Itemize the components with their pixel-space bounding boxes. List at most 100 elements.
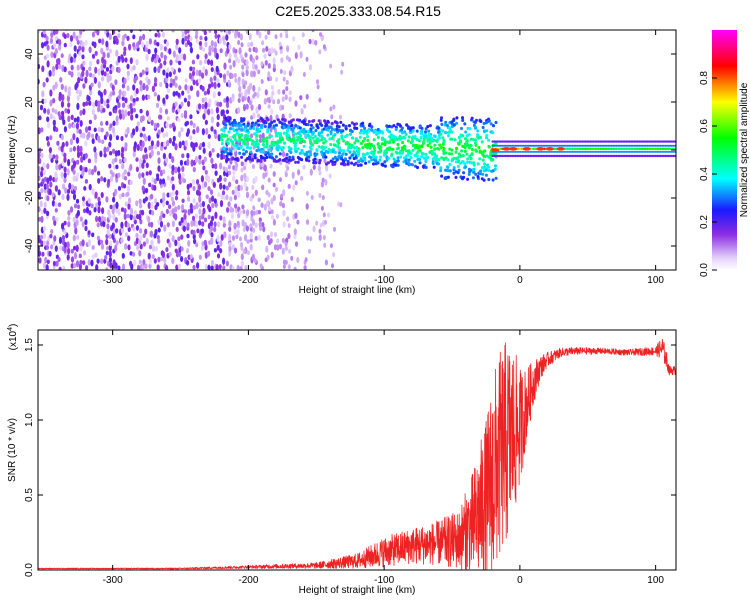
spectrogram-cell bbox=[262, 47, 266, 53]
spectrogram-cell bbox=[281, 117, 285, 121]
spectrogram-cell bbox=[305, 56, 309, 62]
spectrogram-cell bbox=[178, 47, 182, 54]
spectrogram-cell bbox=[308, 38, 312, 45]
spectrogram-cell bbox=[524, 144, 527, 147]
spectrogram-cell bbox=[365, 152, 369, 156]
spectrogram-cell bbox=[178, 141, 182, 149]
spectrogram-cell bbox=[171, 220, 175, 228]
spectrogram-cell bbox=[318, 234, 322, 241]
spectrogram-cell bbox=[111, 84, 115, 92]
spectrogram-cell bbox=[169, 123, 173, 129]
spectrogram-cell bbox=[49, 181, 53, 188]
spectrogram-cell bbox=[227, 79, 231, 85]
spectrogram-cell bbox=[330, 127, 334, 131]
spectrogram-cell bbox=[437, 158, 441, 162]
snr-panel: -300 -200 -100 0 100 0.00.51.01.5 Height of … bbox=[7, 324, 677, 596]
spectrogram-cell bbox=[42, 262, 47, 269]
spectrogram-cell bbox=[333, 133, 337, 137]
spectrogram-cell bbox=[78, 45, 82, 51]
spectrogram-cell bbox=[196, 262, 200, 269]
spectrogram-cell bbox=[60, 134, 64, 141]
spectrogram-cell bbox=[631, 140, 634, 143]
spectrogram-cell bbox=[344, 127, 348, 131]
spectrogram-cell bbox=[400, 126, 404, 130]
spectrogram-cell bbox=[136, 121, 140, 127]
spectrogram-cell bbox=[219, 30, 224, 33]
spectrogram-cell bbox=[194, 34, 198, 40]
spectrogram-cell bbox=[117, 186, 122, 191]
spectrogram-cell bbox=[147, 48, 151, 55]
spectrogram-cell bbox=[265, 139, 269, 143]
spectrogram-cell bbox=[207, 186, 211, 191]
spectrogram-cell bbox=[445, 168, 449, 172]
spectrogram-cell bbox=[127, 110, 131, 117]
spectrogram-cell bbox=[252, 126, 256, 130]
colorbar-label: Normalized spectral amplitude bbox=[739, 82, 750, 217]
spectrogram-cell bbox=[225, 96, 229, 103]
spectrogram-cell bbox=[237, 107, 241, 114]
spectrogram-cell bbox=[290, 65, 294, 73]
spectrogram-cell bbox=[323, 242, 327, 248]
spectrogram-cell bbox=[155, 102, 160, 108]
spectrogram-cell bbox=[139, 84, 143, 92]
spectrogram-cell bbox=[327, 212, 330, 218]
spectrogram-cell bbox=[260, 61, 264, 67]
spectrogram-cell bbox=[211, 215, 215, 222]
spectrogram-cell bbox=[283, 118, 287, 122]
spectrogram-cell bbox=[186, 152, 190, 159]
spectrogram-cell bbox=[198, 69, 202, 77]
spectrogram-cell bbox=[290, 196, 294, 203]
spectrogram-cell bbox=[463, 122, 467, 126]
spectrogram-cell bbox=[558, 150, 561, 153]
spectrogram-cell bbox=[284, 241, 288, 247]
spectrogram-cell bbox=[266, 254, 270, 261]
spectrogram-cell bbox=[519, 150, 522, 153]
x-tick-label: -100 bbox=[374, 275, 394, 286]
spectrogram-cell bbox=[461, 116, 464, 120]
spectrogram-cell bbox=[111, 126, 116, 134]
spectrogram-cell bbox=[204, 53, 208, 60]
spectrogram-cell bbox=[519, 154, 522, 158]
spectrogram-cell bbox=[429, 145, 433, 149]
spectrogram-cell bbox=[135, 58, 139, 66]
spectrogram-cell bbox=[70, 56, 74, 64]
spectrogram-cell bbox=[228, 152, 232, 156]
spectrogram-cell bbox=[438, 143, 442, 147]
spectrogram-cell bbox=[265, 45, 269, 52]
spectrogram-cell bbox=[129, 163, 133, 171]
spectrogram-cell bbox=[243, 142, 247, 146]
spectrogram-cell bbox=[318, 228, 322, 234]
spectrogram-cell bbox=[266, 130, 270, 134]
spectrogram-cell bbox=[237, 40, 241, 45]
spectrogram-cell bbox=[192, 122, 196, 129]
spectrogram-cell bbox=[245, 59, 249, 66]
spectrogram-cell bbox=[54, 48, 58, 55]
spectrogram-cell bbox=[201, 200, 205, 208]
spectrogram-cell bbox=[150, 149, 154, 157]
spectrogram-cell bbox=[93, 165, 97, 173]
spectrogram-cell bbox=[103, 258, 107, 264]
spectrogram-cell bbox=[615, 144, 618, 147]
spectrogram-cell bbox=[322, 127, 326, 131]
spectrogram-cell bbox=[326, 150, 330, 154]
spectrogram-cell bbox=[433, 147, 437, 151]
spectrogram-cell bbox=[114, 244, 118, 252]
spectrogram-cell bbox=[308, 145, 312, 149]
spectrogram-cell bbox=[250, 41, 254, 47]
spectrogram-cell bbox=[228, 220, 232, 228]
spectrogram-cell bbox=[331, 263, 334, 269]
spectrogram-cell bbox=[231, 266, 235, 270]
spectrogram-cell bbox=[165, 121, 169, 128]
spectrogram-cell bbox=[269, 163, 273, 169]
spectrogram-cell bbox=[542, 144, 545, 147]
spectrogram-cell bbox=[546, 144, 550, 147]
spectrogram-cell bbox=[204, 97, 208, 103]
spectrogram-cell bbox=[147, 115, 151, 123]
spectrogram-cell bbox=[478, 157, 482, 161]
spectrogram-cell bbox=[69, 41, 73, 48]
spectrogram-cell bbox=[519, 144, 522, 147]
spectrogram-cell bbox=[57, 256, 61, 263]
spectrogram-cell bbox=[139, 132, 143, 138]
spectrogram-cell bbox=[246, 140, 250, 147]
spectrogram-cell bbox=[282, 89, 286, 95]
